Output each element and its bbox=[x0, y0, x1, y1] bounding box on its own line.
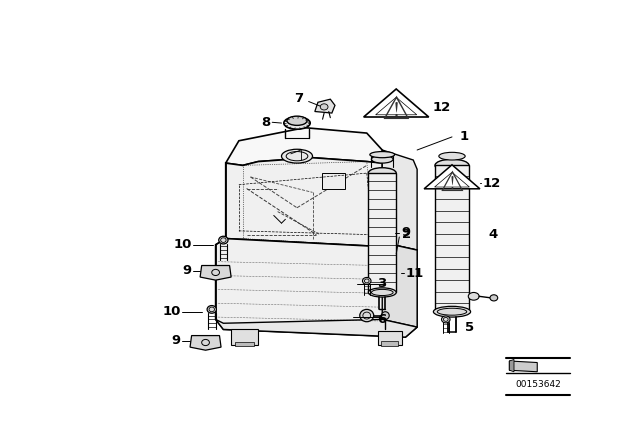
Text: 8: 8 bbox=[261, 116, 271, 129]
Polygon shape bbox=[382, 150, 417, 250]
Polygon shape bbox=[226, 128, 382, 165]
Ellipse shape bbox=[490, 295, 498, 301]
Polygon shape bbox=[435, 172, 469, 187]
Text: 12: 12 bbox=[433, 101, 451, 114]
Ellipse shape bbox=[370, 151, 395, 158]
Ellipse shape bbox=[368, 288, 396, 297]
Text: ⚠: ⚠ bbox=[382, 95, 411, 125]
Polygon shape bbox=[364, 89, 429, 117]
Bar bbox=[377, 204, 391, 235]
Ellipse shape bbox=[435, 159, 469, 172]
Ellipse shape bbox=[282, 149, 312, 163]
Polygon shape bbox=[382, 242, 417, 327]
Polygon shape bbox=[368, 173, 396, 293]
Ellipse shape bbox=[362, 277, 371, 284]
Text: 3: 3 bbox=[377, 277, 386, 290]
Polygon shape bbox=[190, 336, 221, 350]
Polygon shape bbox=[378, 331, 402, 345]
Polygon shape bbox=[200, 266, 231, 280]
Ellipse shape bbox=[219, 236, 228, 244]
Text: 11: 11 bbox=[406, 267, 424, 280]
Text: ⚠: ⚠ bbox=[440, 169, 464, 197]
Polygon shape bbox=[216, 319, 417, 337]
Text: 1: 1 bbox=[460, 130, 469, 143]
Polygon shape bbox=[509, 359, 514, 372]
Ellipse shape bbox=[433, 306, 470, 317]
Ellipse shape bbox=[371, 155, 393, 163]
Ellipse shape bbox=[287, 116, 307, 125]
Bar bbox=[381, 341, 397, 345]
Polygon shape bbox=[315, 99, 335, 113]
Ellipse shape bbox=[439, 152, 465, 160]
Polygon shape bbox=[509, 361, 537, 372]
Polygon shape bbox=[226, 158, 382, 246]
Text: 9: 9 bbox=[182, 264, 191, 277]
Polygon shape bbox=[435, 165, 469, 312]
Text: 9: 9 bbox=[172, 335, 180, 348]
Polygon shape bbox=[216, 238, 417, 337]
Text: 12: 12 bbox=[483, 177, 501, 190]
Text: 9: 9 bbox=[402, 226, 411, 239]
Text: 00153642: 00153642 bbox=[515, 379, 561, 388]
Bar bbox=[377, 229, 391, 241]
Polygon shape bbox=[369, 223, 394, 242]
Text: 6: 6 bbox=[377, 313, 386, 326]
Ellipse shape bbox=[442, 316, 450, 323]
Text: 10: 10 bbox=[173, 238, 191, 251]
Bar bbox=[235, 342, 253, 346]
Text: 5: 5 bbox=[465, 321, 474, 334]
Text: 10: 10 bbox=[163, 305, 180, 318]
Ellipse shape bbox=[284, 117, 310, 129]
Text: 4: 4 bbox=[488, 228, 498, 241]
Ellipse shape bbox=[360, 310, 374, 322]
Ellipse shape bbox=[468, 293, 479, 300]
Ellipse shape bbox=[385, 263, 396, 272]
Polygon shape bbox=[231, 329, 259, 345]
Ellipse shape bbox=[368, 168, 396, 178]
Ellipse shape bbox=[207, 306, 216, 313]
Bar bbox=[322, 173, 345, 189]
Text: 2: 2 bbox=[403, 228, 412, 241]
Polygon shape bbox=[376, 97, 417, 115]
Ellipse shape bbox=[320, 104, 328, 110]
Ellipse shape bbox=[381, 312, 389, 319]
Text: 7: 7 bbox=[294, 92, 303, 105]
Polygon shape bbox=[424, 165, 480, 189]
